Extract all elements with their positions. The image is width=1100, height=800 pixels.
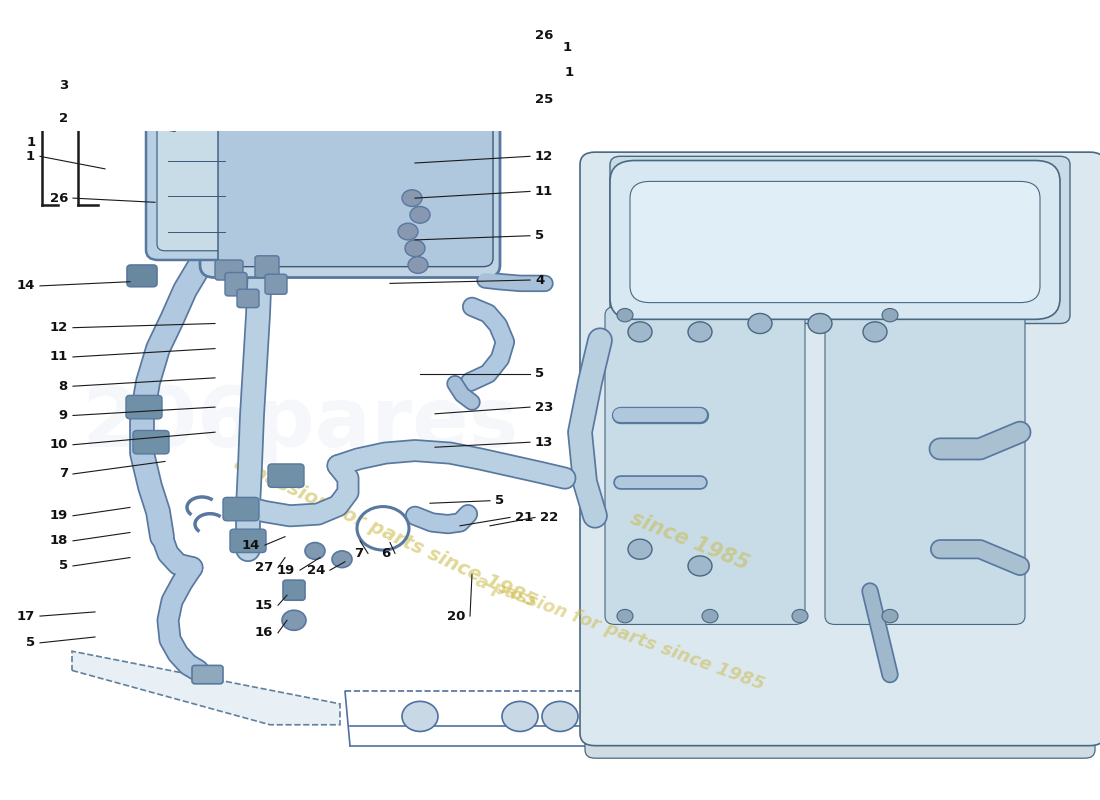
FancyBboxPatch shape	[825, 306, 1025, 625]
Text: 13: 13	[535, 436, 553, 449]
Text: 25: 25	[535, 0, 553, 2]
Circle shape	[617, 610, 632, 622]
Circle shape	[402, 702, 438, 731]
Text: a passion for parts since 1985: a passion for parts since 1985	[231, 454, 539, 611]
Circle shape	[688, 556, 712, 576]
Text: 12: 12	[50, 321, 68, 334]
FancyBboxPatch shape	[192, 666, 223, 684]
FancyBboxPatch shape	[605, 306, 805, 625]
Text: 7: 7	[354, 547, 363, 560]
Circle shape	[332, 551, 352, 568]
Text: 5: 5	[26, 636, 35, 650]
Text: 11: 11	[535, 185, 553, 198]
Text: 206pares: 206pares	[81, 383, 519, 464]
Circle shape	[628, 322, 652, 342]
FancyBboxPatch shape	[442, 38, 482, 88]
Text: 5: 5	[535, 367, 544, 380]
Text: 1: 1	[563, 41, 572, 54]
FancyBboxPatch shape	[126, 265, 157, 286]
Text: a passion for parts since 1985: a passion for parts since 1985	[473, 572, 767, 694]
Circle shape	[808, 314, 832, 334]
Text: 22: 22	[540, 511, 558, 524]
FancyBboxPatch shape	[223, 498, 258, 521]
FancyBboxPatch shape	[630, 182, 1040, 302]
Circle shape	[502, 702, 538, 731]
Text: 14: 14	[242, 538, 260, 551]
Circle shape	[792, 610, 808, 622]
FancyBboxPatch shape	[255, 256, 279, 278]
Circle shape	[617, 309, 632, 322]
Circle shape	[305, 542, 324, 559]
Text: 19: 19	[277, 564, 295, 577]
Text: 206pares: 206pares	[597, 390, 962, 458]
FancyBboxPatch shape	[133, 430, 169, 454]
Text: 4: 4	[535, 274, 544, 286]
FancyBboxPatch shape	[585, 708, 1094, 758]
Text: 1: 1	[26, 136, 36, 149]
Circle shape	[882, 309, 898, 322]
Text: 19: 19	[50, 510, 68, 522]
Text: 15: 15	[255, 598, 273, 612]
FancyBboxPatch shape	[268, 464, 304, 487]
FancyBboxPatch shape	[126, 395, 162, 419]
Circle shape	[688, 322, 712, 342]
FancyBboxPatch shape	[283, 580, 305, 600]
Text: 24: 24	[307, 564, 324, 577]
Text: 5: 5	[535, 230, 544, 242]
Text: 8: 8	[58, 380, 68, 393]
Circle shape	[295, 26, 324, 52]
Text: 7: 7	[59, 467, 68, 481]
Text: since 1985: since 1985	[628, 508, 752, 574]
Text: 9: 9	[59, 409, 68, 422]
FancyBboxPatch shape	[265, 274, 287, 294]
FancyBboxPatch shape	[610, 161, 1060, 319]
FancyBboxPatch shape	[290, 30, 328, 56]
Polygon shape	[72, 651, 340, 725]
Text: 10: 10	[50, 438, 68, 451]
Circle shape	[702, 610, 718, 622]
Circle shape	[410, 206, 430, 223]
Circle shape	[398, 223, 418, 240]
FancyBboxPatch shape	[200, 77, 500, 278]
FancyBboxPatch shape	[236, 290, 258, 308]
Text: 26: 26	[50, 192, 68, 205]
Text: 26: 26	[535, 29, 553, 42]
Text: 14: 14	[16, 279, 35, 292]
Circle shape	[882, 610, 898, 622]
FancyBboxPatch shape	[230, 529, 266, 553]
Text: 17: 17	[16, 610, 35, 622]
Text: 2: 2	[59, 112, 68, 126]
Text: 27: 27	[255, 561, 273, 574]
Text: 21: 21	[515, 511, 534, 524]
Text: 6: 6	[381, 547, 390, 560]
Text: 5: 5	[59, 559, 68, 573]
Text: 1: 1	[26, 150, 35, 163]
Text: 23: 23	[535, 401, 553, 414]
FancyBboxPatch shape	[580, 152, 1100, 746]
Circle shape	[282, 610, 306, 630]
Circle shape	[628, 539, 652, 559]
Text: 11: 11	[50, 350, 68, 363]
Text: 1: 1	[565, 66, 574, 79]
Text: 12: 12	[535, 150, 553, 163]
Circle shape	[748, 314, 772, 334]
Circle shape	[405, 240, 425, 257]
FancyBboxPatch shape	[157, 108, 235, 250]
FancyBboxPatch shape	[610, 156, 1070, 323]
Text: 25: 25	[535, 93, 553, 106]
Circle shape	[402, 190, 422, 206]
FancyBboxPatch shape	[218, 108, 493, 266]
FancyBboxPatch shape	[226, 273, 248, 296]
Circle shape	[542, 702, 578, 731]
Text: 5: 5	[495, 494, 504, 507]
Circle shape	[864, 322, 887, 342]
Circle shape	[408, 257, 428, 274]
Text: 3: 3	[58, 78, 68, 92]
FancyBboxPatch shape	[223, 39, 482, 118]
Text: 18: 18	[50, 534, 68, 547]
FancyBboxPatch shape	[214, 260, 243, 280]
Text: 16: 16	[254, 626, 273, 639]
FancyBboxPatch shape	[146, 98, 245, 260]
Text: 20: 20	[447, 610, 465, 622]
